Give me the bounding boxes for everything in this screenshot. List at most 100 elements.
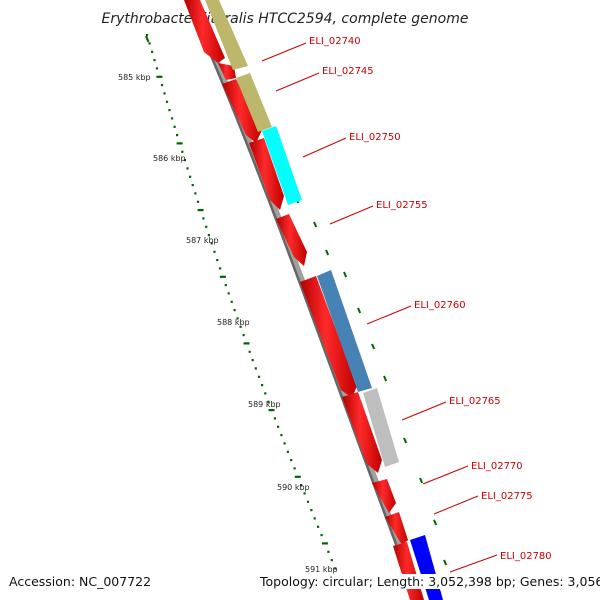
leader-line (366, 305, 412, 325)
tick-mark (216, 259, 219, 262)
cds-arrow (372, 479, 396, 513)
cds-arrow (222, 79, 262, 143)
feature-khaki (236, 73, 272, 132)
tick-mark (261, 384, 264, 387)
tick-mark (219, 275, 226, 278)
tick-mark (286, 450, 289, 453)
tick-mark (327, 550, 330, 553)
leader-line (275, 72, 320, 92)
tick-mark (313, 517, 316, 520)
tick-mark (213, 250, 216, 253)
tick-mark (268, 409, 275, 412)
tick-mark (306, 500, 310, 503)
tick-mark (290, 459, 293, 462)
tick-mark (186, 167, 189, 170)
tick-mark (168, 109, 171, 112)
tick-mark (230, 300, 233, 303)
tick-mark (330, 559, 333, 562)
tick-mark (173, 125, 176, 128)
feature-khaki (205, 0, 248, 70)
tick-mark (283, 442, 286, 445)
tick-mark (294, 475, 301, 478)
tick-mark (300, 484, 303, 487)
tick-mark (248, 350, 251, 353)
cds-arrow (342, 392, 382, 473)
leader-line (422, 465, 469, 485)
cds-arrow (218, 63, 236, 80)
track-dash (313, 221, 318, 228)
tick-mark (191, 184, 194, 187)
tick-mark (236, 317, 239, 320)
backbone (185, 0, 419, 600)
tick-mark (280, 434, 283, 437)
tick-mark (196, 200, 200, 203)
tick-mark (197, 209, 204, 212)
cds-arrow (385, 512, 408, 545)
tick-mark (227, 292, 230, 295)
track-dash (433, 519, 438, 526)
tick-mark (205, 225, 208, 228)
leader-line (401, 401, 447, 421)
tick-mark (334, 567, 337, 570)
gene-labels: ELI_02740 ELI_02745 ELI_02750 ELI_02755 … (261, 36, 552, 573)
tick-mark (160, 84, 164, 87)
leader-line (433, 495, 479, 515)
feature-gray (363, 388, 399, 467)
tick-mark (257, 375, 261, 378)
tick-mark (293, 467, 296, 470)
tick-mark (224, 284, 227, 287)
leader-line (261, 42, 307, 62)
gene-label-ELI_02775: ELI_02775 (481, 491, 533, 502)
tick-mark (242, 334, 245, 337)
tick-label-588: 588 kbp (217, 318, 250, 327)
feature-steelblue (317, 270, 372, 392)
feature-cyan (262, 126, 302, 205)
accession-text: Accession: NC_007722 (9, 574, 152, 589)
tick-mark (233, 309, 236, 312)
track-dash (325, 249, 330, 256)
cds-arrow (184, 0, 225, 63)
track-dash (403, 437, 408, 444)
track-dash (357, 307, 362, 314)
tick-mark (176, 134, 179, 137)
tick-mark (267, 400, 270, 403)
tick-mark (156, 75, 163, 78)
track-dash (443, 559, 448, 566)
tick-mark (273, 417, 276, 420)
tick-mark (181, 150, 184, 153)
tick-label-590: 590 kbp (277, 483, 310, 492)
tick-mark (207, 234, 210, 237)
tick-mark (148, 42, 151, 45)
leader-line (449, 554, 498, 573)
leader-line (302, 137, 347, 158)
tick-label-586: 586 kbp (153, 154, 186, 163)
tick-mark (176, 142, 183, 145)
tick-mark (210, 242, 213, 245)
tick-mark (251, 359, 254, 362)
tick-label-585: 585 kbp (118, 73, 151, 82)
tick-mark (202, 217, 205, 220)
track-dash (371, 343, 376, 350)
tick-mark (189, 175, 192, 178)
tick-mark (151, 50, 154, 53)
tick-mark (219, 267, 222, 270)
tick-mark (146, 34, 149, 37)
gene-label-ELI_02760: ELI_02760 (414, 300, 466, 311)
tick-mark (321, 542, 328, 545)
track-dash (146, 37, 150, 43)
gene-label-ELI_02770: ELI_02770 (471, 461, 523, 472)
tick-label-589: 589 kbp (248, 400, 281, 409)
tick-mark (183, 159, 186, 162)
genome-summary: Topology: circular; Length: 3,052,398 bp… (260, 574, 600, 589)
cds-arrow (249, 138, 284, 210)
gene-label-ELI_02780: ELI_02780 (500, 551, 552, 562)
gene-label-ELI_02745: ELI_02745 (322, 66, 374, 77)
gene-label-ELI_02740: ELI_02740 (309, 36, 361, 47)
tick-mark (153, 59, 156, 62)
tick-label-587: 587 kbp (186, 236, 219, 245)
tick-mark (317, 525, 320, 528)
cds-arrow (276, 214, 307, 266)
gene-label-ELI_02765: ELI_02765 (449, 396, 501, 407)
tick-mark (243, 342, 250, 345)
